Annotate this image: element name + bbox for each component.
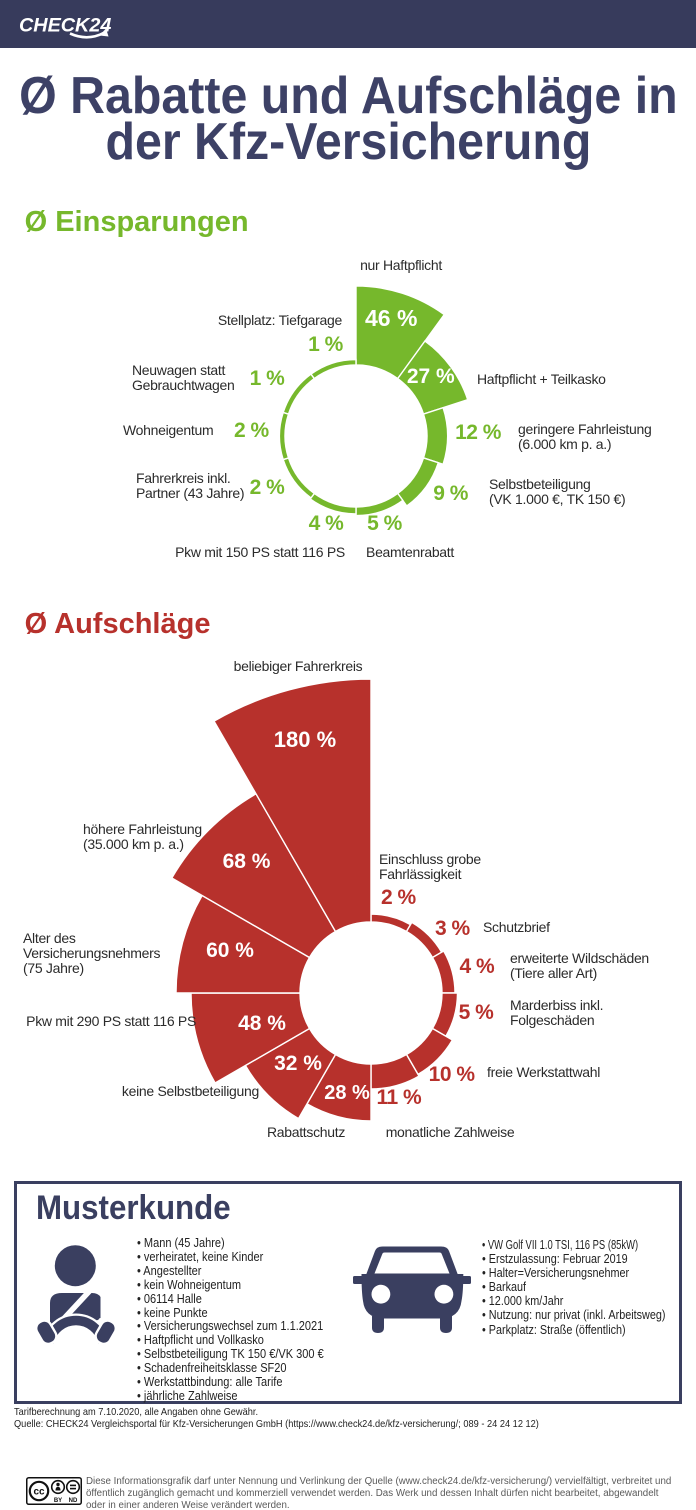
svg-text:CHECK24: CHECK24 bbox=[19, 15, 111, 37]
svg-text:cc: cc bbox=[33, 1487, 45, 1498]
svg-text:BY: BY bbox=[54, 1498, 62, 1504]
svg-text:ND: ND bbox=[69, 1498, 78, 1504]
